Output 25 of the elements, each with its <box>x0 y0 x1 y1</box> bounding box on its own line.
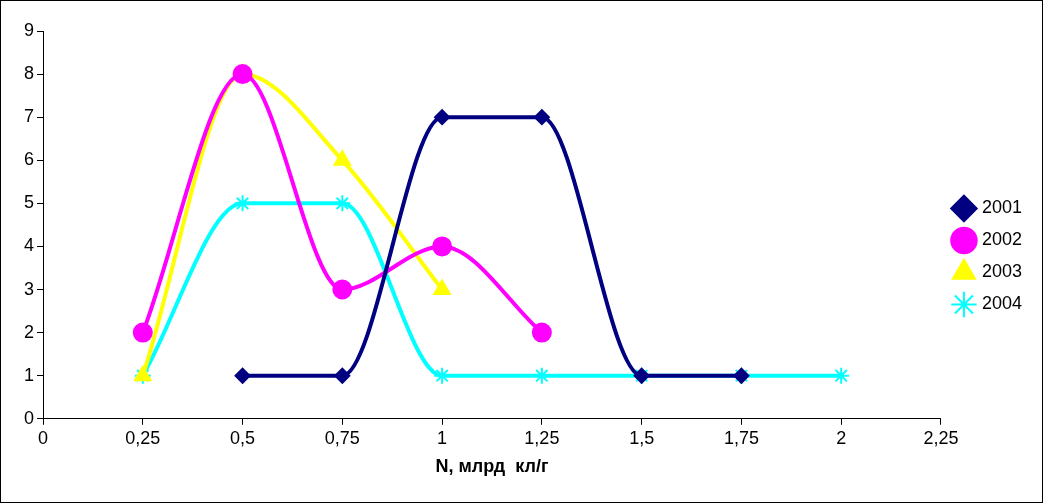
legend-label: 2004 <box>981 293 1022 314</box>
x-tick-label: 1,75 <box>723 427 759 448</box>
y-tick-label: 4 <box>24 235 35 256</box>
y-tick-label: 7 <box>24 106 35 127</box>
x-tick-label: 0,75 <box>324 427 360 448</box>
x-tick-label: 1,25 <box>524 427 560 448</box>
y-tick-label: 2 <box>24 321 35 342</box>
y-tick-label: 9 <box>24 19 35 40</box>
x-tick-label: 0,5 <box>230 427 256 448</box>
x-tick-label: 1 <box>437 427 448 448</box>
y-tick-label: 3 <box>24 278 35 299</box>
x-tick-label: 1,5 <box>629 427 655 448</box>
legend-label: 2002 <box>981 229 1022 250</box>
x-tick-label: 0,25 <box>125 427 161 448</box>
y-tick-label: 5 <box>24 192 35 213</box>
y-tick-label: 6 <box>24 149 35 170</box>
y-tick-label: 8 <box>24 63 35 84</box>
y-tick-label: 0 <box>24 407 35 428</box>
x-tick-label: 0 <box>38 427 49 448</box>
legend-label: 2001 <box>981 197 1022 218</box>
x-tick-label: 2,25 <box>923 427 959 448</box>
x-axis-title: N, млрд кл/г <box>435 456 549 477</box>
y-tick-label: 1 <box>24 364 35 385</box>
x-tick-label: 2 <box>836 427 847 448</box>
legend-label: 2003 <box>981 261 1022 282</box>
